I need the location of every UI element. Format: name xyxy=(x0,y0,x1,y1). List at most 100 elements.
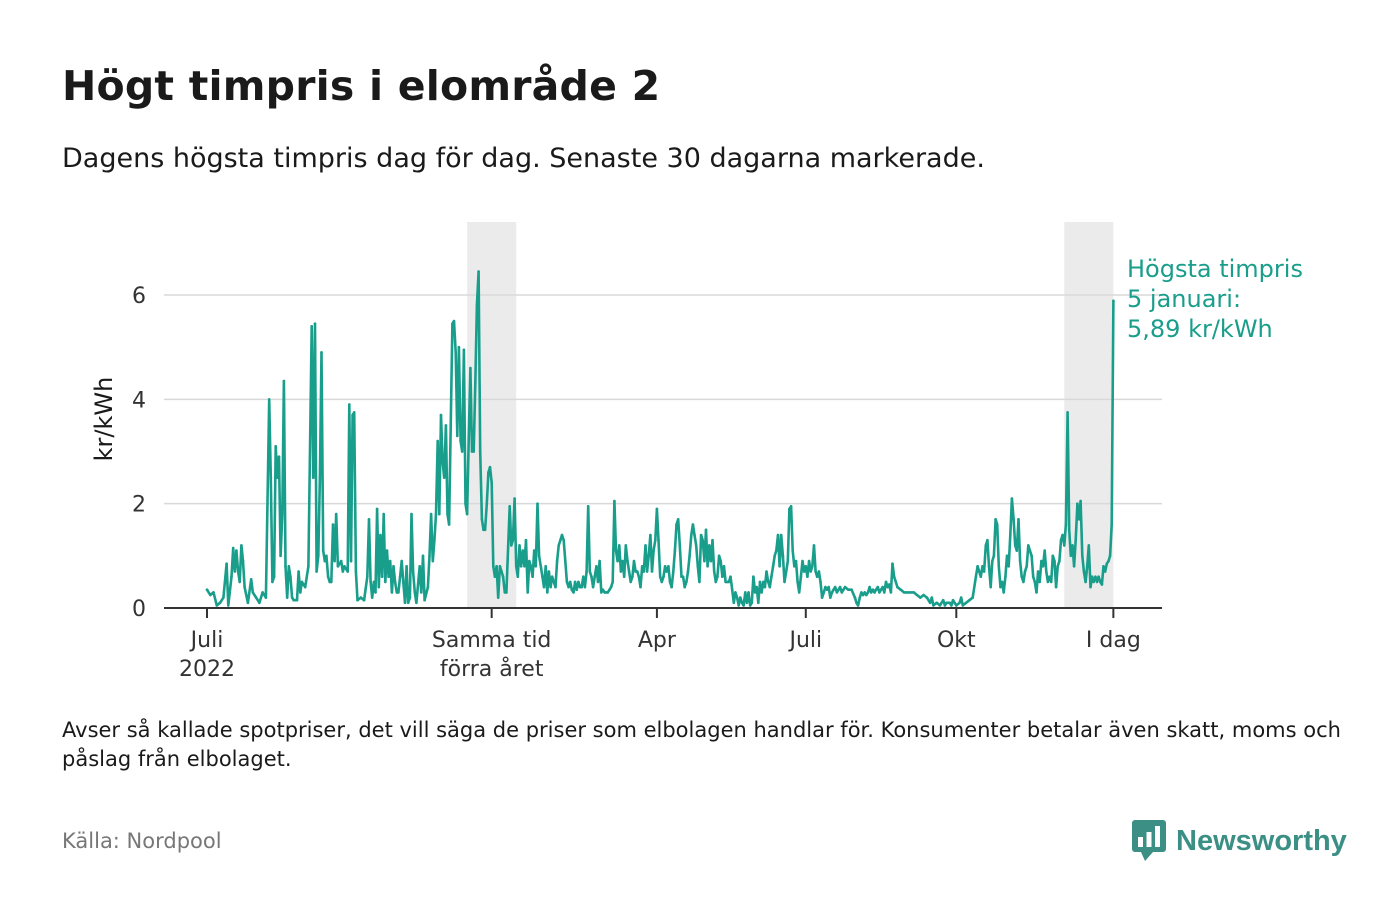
data-point xyxy=(372,580,376,584)
data-point xyxy=(721,575,724,578)
data-point xyxy=(1000,580,1004,584)
data-point xyxy=(887,583,891,586)
x-tick-label: Juli 2022 xyxy=(179,628,235,682)
data-point xyxy=(480,518,484,521)
data-point xyxy=(447,523,451,526)
data-point xyxy=(542,585,546,589)
data-point xyxy=(788,507,791,511)
data-point xyxy=(475,304,479,307)
data-point xyxy=(866,591,870,594)
data-point xyxy=(832,588,835,591)
data-point xyxy=(444,424,448,427)
data-point xyxy=(611,580,614,584)
data-point xyxy=(637,575,641,578)
brand-name: Newsworthy xyxy=(1176,824,1347,857)
data-point xyxy=(1004,575,1007,578)
data-point xyxy=(678,544,682,547)
data-point xyxy=(912,591,916,594)
data-point xyxy=(297,570,300,573)
data-point xyxy=(384,580,387,584)
data-point xyxy=(830,591,834,594)
data-point xyxy=(531,575,534,578)
data-point xyxy=(570,588,574,591)
data-point xyxy=(1112,299,1115,303)
data-point xyxy=(290,596,294,599)
data-point xyxy=(544,565,547,568)
data-point xyxy=(853,596,857,599)
data-point xyxy=(596,580,600,584)
data-point xyxy=(794,559,798,563)
data-point xyxy=(753,591,757,594)
data-point xyxy=(619,570,623,573)
data-point xyxy=(1108,554,1112,558)
data-point xyxy=(516,575,520,578)
data-point xyxy=(732,601,736,605)
data-point xyxy=(478,450,482,453)
data-point xyxy=(842,588,845,591)
data-point xyxy=(235,549,238,552)
y-tick-label: 2 xyxy=(132,493,146,518)
data-point xyxy=(568,580,572,584)
data-point xyxy=(267,398,271,401)
y-tick-label: 0 xyxy=(132,597,146,622)
data-point xyxy=(1030,554,1033,558)
data-point xyxy=(1069,554,1073,558)
data-point xyxy=(274,445,278,448)
data-point xyxy=(775,549,778,552)
data-point xyxy=(1054,585,1058,589)
data-point xyxy=(1084,580,1087,584)
data-point xyxy=(861,593,865,597)
data-point xyxy=(694,544,698,547)
y-axis-label: kr/kWh xyxy=(90,377,118,462)
data-point xyxy=(658,575,662,578)
newsworthy-logo: Newsworthy xyxy=(1132,820,1347,862)
data-point xyxy=(326,575,330,578)
data-point xyxy=(819,580,822,584)
data-point xyxy=(748,604,752,607)
data-point xyxy=(876,585,880,589)
highlight-band-1 xyxy=(1064,222,1114,608)
data-point xyxy=(636,570,639,573)
data-point xyxy=(526,591,529,594)
data-point xyxy=(766,580,770,584)
data-point xyxy=(536,502,539,506)
data-point xyxy=(467,434,471,438)
data-point xyxy=(932,604,935,607)
data-point xyxy=(744,591,747,594)
data-point xyxy=(457,345,461,349)
data-point xyxy=(822,591,826,594)
data-point xyxy=(451,322,454,326)
data-point xyxy=(557,544,560,547)
data-point xyxy=(559,538,562,542)
data-point xyxy=(446,512,449,516)
data-point xyxy=(994,518,997,521)
data-point xyxy=(991,559,994,563)
data-point xyxy=(1036,570,1040,573)
data-point xyxy=(428,554,431,558)
data-point xyxy=(979,575,983,578)
line-chart: 0 2 4 6 Juli 2022 Samma tid förra året Apr Juli O… xyxy=(90,222,1303,682)
data-point xyxy=(729,575,732,578)
data-point xyxy=(436,439,440,443)
data-point xyxy=(709,559,713,563)
data-point xyxy=(734,591,737,594)
data-point xyxy=(310,325,314,328)
data-point xyxy=(333,559,336,563)
data-point xyxy=(742,604,745,607)
data-point xyxy=(879,588,883,591)
data-point xyxy=(899,588,902,591)
data-point xyxy=(300,580,304,584)
data-point xyxy=(791,549,794,552)
data-point xyxy=(809,570,812,573)
data-point xyxy=(961,604,965,607)
data-point xyxy=(987,565,991,568)
data-point xyxy=(501,575,505,578)
data-point xyxy=(1013,544,1017,547)
data-point xyxy=(1023,570,1027,573)
data-point xyxy=(768,585,772,589)
y-tick-label: 4 xyxy=(132,388,146,413)
data-point xyxy=(950,604,953,607)
y-tick-label: 6 xyxy=(132,284,146,309)
data-point xyxy=(869,591,873,594)
data-point xyxy=(537,554,541,558)
